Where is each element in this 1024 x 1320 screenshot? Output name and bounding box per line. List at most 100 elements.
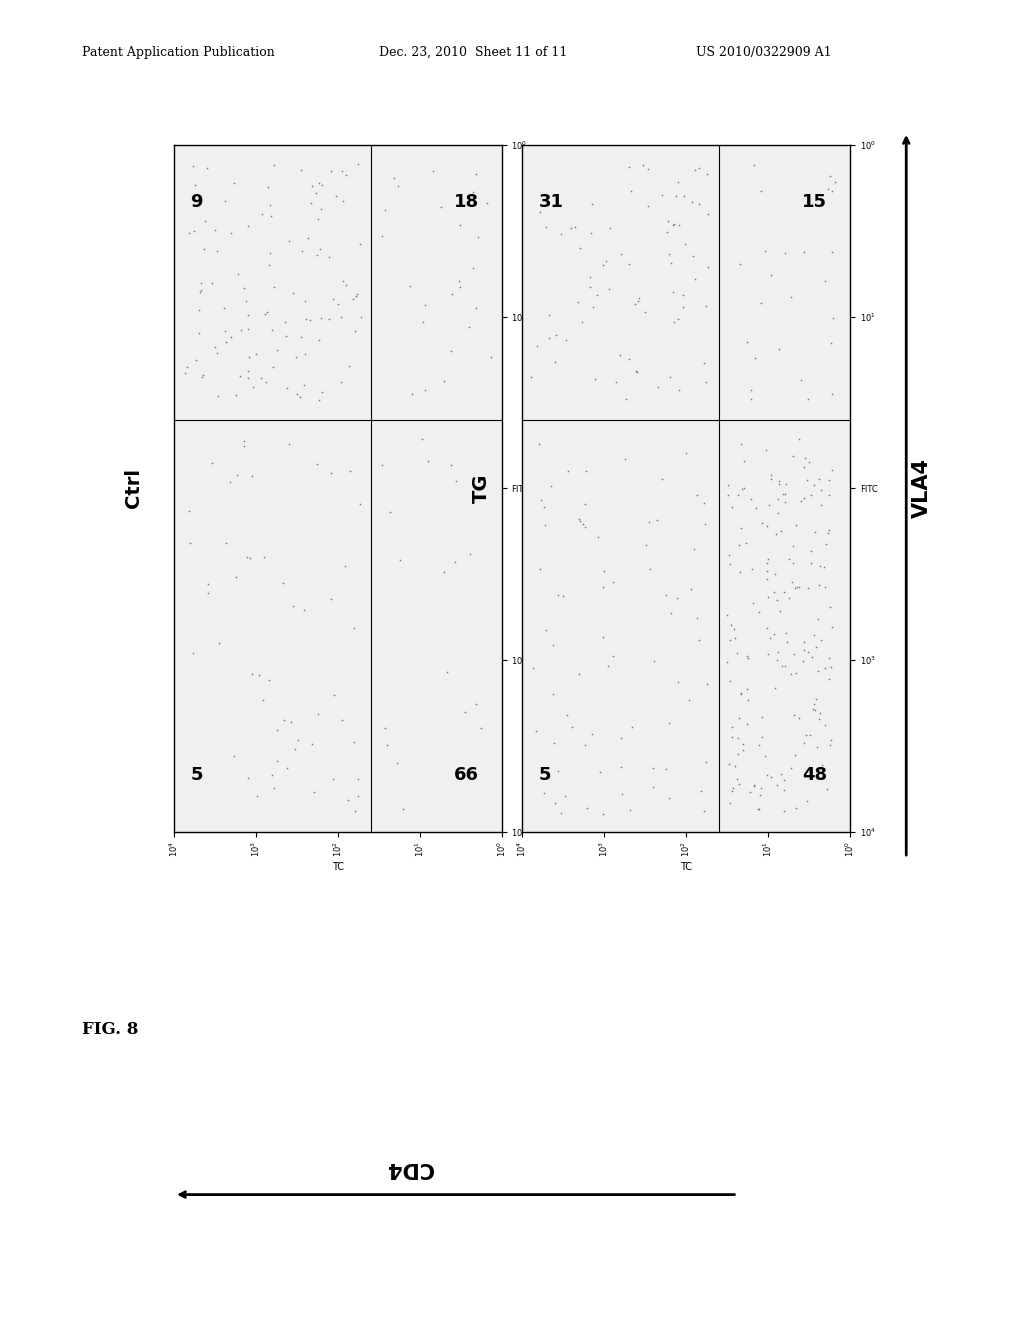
Point	[602, 218, 618, 239]
Point	[347, 800, 364, 821]
Point	[260, 176, 276, 197]
Point	[569, 292, 586, 313]
Point	[217, 321, 233, 342]
Point	[278, 312, 294, 333]
Point	[690, 157, 707, 178]
Point	[451, 271, 467, 292]
Point	[700, 256, 717, 277]
Point	[693, 781, 710, 803]
Point	[801, 451, 817, 473]
Point	[536, 496, 552, 517]
Point	[346, 731, 362, 752]
Point	[730, 743, 746, 764]
Point	[776, 483, 793, 504]
Point	[605, 645, 622, 667]
Point	[443, 284, 460, 305]
Point	[668, 185, 684, 206]
Text: Patent Application Publication: Patent Application Publication	[82, 46, 274, 59]
Point	[379, 734, 395, 755]
Point	[669, 587, 685, 609]
Point	[743, 488, 760, 510]
Point	[433, 197, 450, 218]
Point	[816, 657, 833, 678]
Point	[688, 484, 705, 506]
Point	[300, 228, 316, 249]
Point	[623, 180, 639, 201]
Point	[254, 689, 270, 710]
Point	[240, 367, 256, 388]
Point	[670, 672, 686, 693]
Point	[729, 484, 745, 506]
Point	[745, 775, 762, 796]
Point	[347, 321, 364, 342]
Point	[452, 214, 468, 235]
Point	[263, 764, 280, 785]
Point	[538, 216, 554, 238]
X-axis label: TC: TC	[332, 862, 344, 871]
Point	[197, 239, 213, 260]
Point	[310, 330, 327, 351]
Point	[769, 589, 785, 610]
Point	[800, 577, 816, 598]
Point	[776, 779, 793, 800]
Text: 48: 48	[802, 766, 827, 784]
Point	[596, 560, 612, 581]
Point	[193, 272, 209, 293]
Point	[687, 269, 703, 290]
Point	[641, 511, 657, 532]
Point	[468, 693, 484, 714]
Point	[221, 471, 238, 492]
Point	[666, 214, 682, 235]
Point	[645, 758, 662, 779]
Point	[681, 689, 697, 710]
Point	[671, 214, 687, 235]
Point	[640, 195, 656, 216]
Point	[623, 799, 639, 820]
Point	[781, 548, 798, 569]
Point	[296, 375, 312, 396]
Point	[807, 521, 823, 543]
Point	[333, 372, 349, 393]
Point	[698, 752, 715, 774]
Point	[797, 447, 813, 469]
Point	[571, 663, 588, 684]
Point	[630, 290, 646, 312]
Point	[812, 556, 828, 577]
Point	[571, 511, 588, 532]
Point	[807, 688, 823, 709]
Point	[314, 381, 331, 403]
Point	[577, 492, 593, 513]
Point	[595, 626, 611, 647]
Point	[276, 710, 293, 731]
Point	[261, 669, 278, 690]
Point	[262, 206, 279, 227]
Point	[743, 388, 760, 409]
Point	[723, 615, 739, 636]
Point	[227, 566, 244, 587]
Point	[699, 164, 716, 185]
Point	[436, 370, 453, 391]
Point	[758, 440, 774, 461]
Point	[541, 304, 557, 325]
Point	[283, 711, 299, 733]
Point	[755, 513, 771, 535]
Point	[278, 325, 294, 346]
Point	[461, 317, 477, 338]
Point	[298, 309, 314, 330]
Point	[653, 185, 670, 206]
Point	[821, 484, 838, 506]
Point	[342, 461, 358, 482]
Point	[478, 193, 495, 214]
Point	[739, 689, 756, 710]
Point	[442, 454, 459, 475]
Point	[350, 153, 367, 174]
Point	[646, 651, 663, 672]
Point	[763, 264, 779, 285]
Point	[783, 286, 800, 308]
Point	[803, 484, 819, 506]
Point	[744, 593, 761, 614]
Point	[382, 502, 398, 523]
Point	[665, 282, 681, 304]
Point	[777, 622, 794, 643]
Point	[760, 586, 776, 607]
